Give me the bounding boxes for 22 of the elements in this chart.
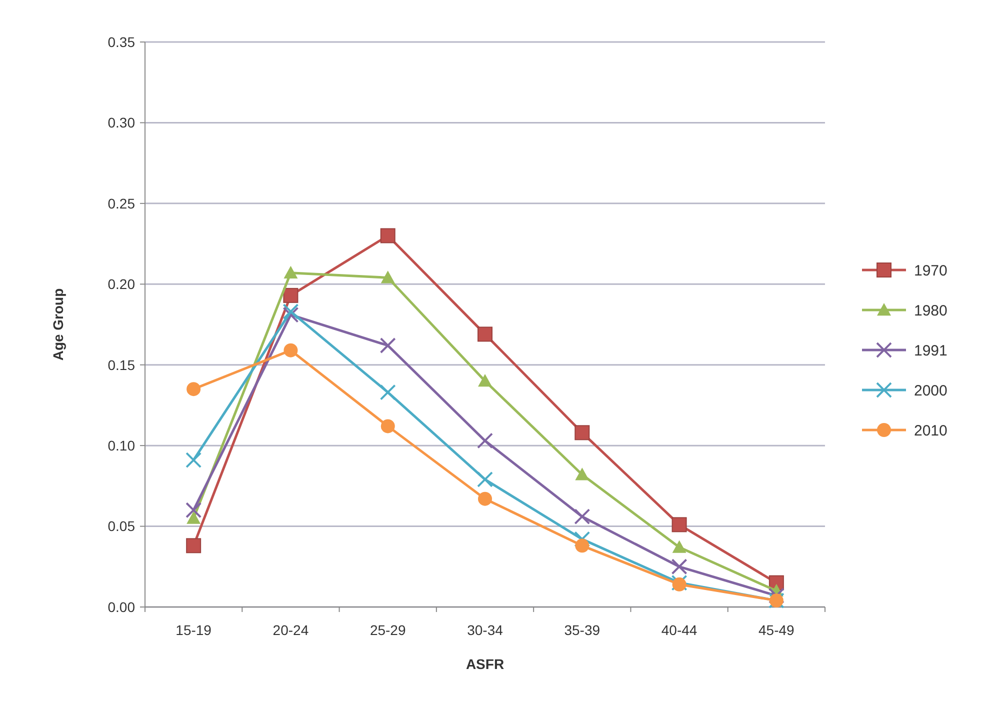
x-tick-label: 45-49 — [758, 622, 795, 638]
x-axis-title: ASFR — [466, 656, 504, 672]
x-tick-label: 30-34 — [467, 622, 504, 638]
x-tick-label: 25-29 — [370, 622, 406, 638]
y-tick-label: 0.10 — [108, 437, 136, 454]
x-tick-label: 20-24 — [272, 622, 309, 638]
x-tick-label: 40-44 — [661, 622, 698, 638]
x-tick-label: 15-19 — [176, 622, 212, 638]
y-tick-label: 0.30 — [108, 114, 136, 131]
legend-label: 1980 — [914, 302, 948, 320]
y-tick-label: 0.05 — [108, 518, 136, 534]
y-axis-title: Age Group — [50, 288, 66, 361]
legend-label: 2010 — [914, 422, 948, 440]
x-tick-label: 35-39 — [564, 622, 600, 638]
y-tick-label: 0.15 — [108, 356, 136, 373]
y-tick-label: 0.35 — [108, 34, 136, 50]
legend-label: 2000 — [914, 382, 948, 400]
legend-label: 1970 — [914, 262, 948, 280]
y-tick-label: 0.20 — [108, 276, 136, 292]
y-tick-label: 0.25 — [108, 195, 136, 212]
legend-label: 1991 — [914, 342, 948, 360]
y-tick-label: 0.00 — [108, 598, 136, 615]
